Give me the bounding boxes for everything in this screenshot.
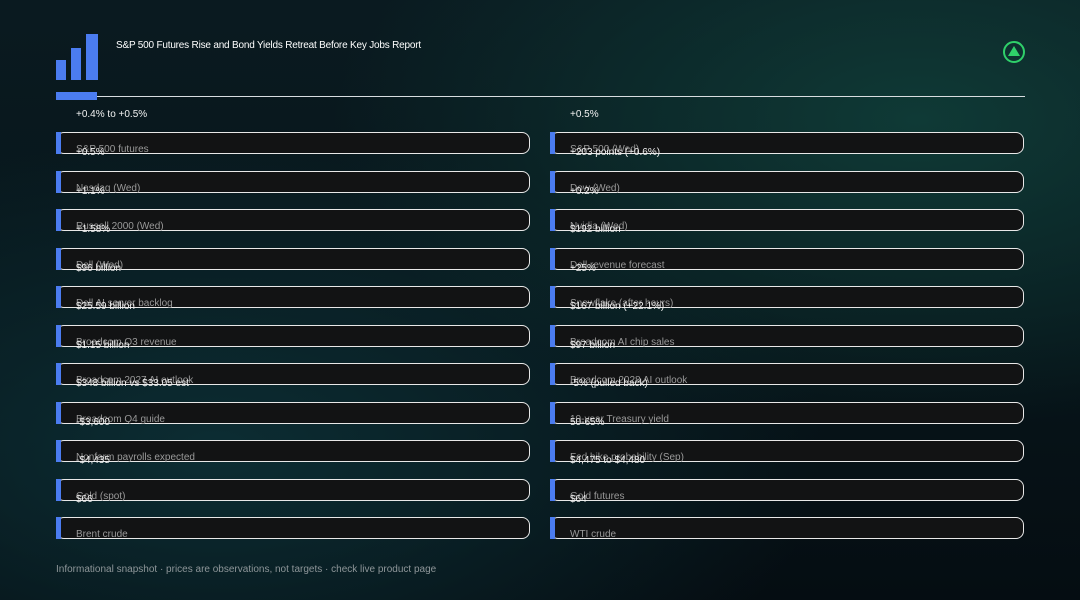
card-value: +203 points (+0.6%) (570, 147, 661, 158)
card-label: Nvidia (Wed) (570, 221, 628, 232)
lead-value: +0.5% (570, 109, 599, 120)
card-accent (550, 209, 555, 231)
card-label: S&P 500 (Wed) (570, 144, 640, 155)
card-value: 50-65% (570, 416, 605, 428)
card-label: WTI crude (570, 529, 617, 540)
card-label: Broadcom Q4 guide (76, 413, 165, 425)
card-value: $96 billion (76, 262, 122, 274)
card-label: Broadcom AI chip sales (570, 336, 675, 348)
card-value: $66 (76, 493, 93, 505)
card-value: -5% (pulled back) (570, 378, 648, 389)
divider (56, 96, 1025, 97)
status-icon[interactable] (1002, 40, 1026, 64)
card-accent (550, 478, 555, 501)
card-value: $64 (570, 493, 587, 505)
card-accent (56, 363, 61, 385)
card-accent (56, 401, 61, 424)
card-value: +0.5% (76, 147, 105, 158)
card-accent (56, 324, 61, 347)
card-accent (550, 363, 555, 385)
card-label: Gold futures (570, 490, 625, 502)
card-value: -$3,600 (76, 416, 110, 428)
card-label: Brent crude (76, 529, 128, 540)
card-accent (56, 286, 61, 308)
card-value: $348 billion vs $33.05 est (76, 378, 189, 389)
card-accent (550, 247, 555, 270)
card-value: $97 billion (570, 339, 616, 351)
card-accent (550, 324, 555, 347)
card-accent (550, 286, 555, 308)
card (550, 170, 1024, 193)
card (56, 247, 530, 270)
card-accent (56, 247, 61, 270)
card-label: S&P 500 futures (76, 144, 149, 155)
divider-accent (56, 92, 97, 100)
footer: Informational snapshot · prices are obse… (56, 564, 437, 575)
card-value: $167 billion (+22.1%) (570, 301, 665, 312)
card-value: $25.59 billion (76, 301, 135, 312)
card-value: $1.15 billion (76, 339, 130, 351)
card-label: Dell revenue forecast (570, 259, 665, 271)
card-value: $192 billion (570, 224, 621, 235)
card-label: Nonfarm payrolls expected (76, 452, 195, 463)
card-label: Gold (spot) (76, 490, 126, 502)
card-accent (56, 478, 61, 501)
card (56, 478, 530, 501)
card-accent (56, 132, 61, 154)
card-label: Fed hike probability (Sep) (570, 452, 684, 463)
card-label: Dow (Wed) (570, 182, 620, 194)
card-label: Dell AI server backlog (76, 298, 173, 309)
card-accent (550, 517, 555, 539)
card-value: $4,475 to $4,480 (570, 455, 646, 466)
card-label: Nasdaq (Wed) (76, 182, 141, 194)
lead-value: +0.4% to +0.5% (76, 109, 148, 120)
card-accent (56, 440, 61, 462)
card-value: +1.58% (76, 224, 111, 235)
logo (56, 34, 98, 80)
title: S&P 500 Futures Rise and Bond Yields Ret… (116, 40, 421, 51)
card-value: -$4,435 (76, 455, 110, 466)
card-accent (56, 170, 61, 193)
card-accent (56, 209, 61, 231)
card-label: Dell (Wed) (76, 259, 124, 271)
card-label: 10-year Treasury yield (570, 413, 669, 425)
card-accent (550, 170, 555, 193)
card-label: Snowflake (after hours) (570, 298, 674, 309)
card-value: +0.2% (570, 185, 599, 197)
card-accent (550, 401, 555, 424)
card-value: +1.1% (76, 185, 105, 197)
card-label: Broadcom 2028 AI outlook (570, 375, 688, 386)
card-accent (56, 517, 61, 539)
card (550, 517, 1024, 539)
card-accent (550, 132, 555, 154)
card-accent (550, 440, 555, 462)
card-value: +25% (570, 262, 596, 274)
card-label: Broadcom 2027 AI outlook (76, 375, 194, 386)
card-label: Broadcom Q3 revenue (76, 336, 177, 348)
card-label: Russell 2000 (Wed) (76, 221, 164, 232)
